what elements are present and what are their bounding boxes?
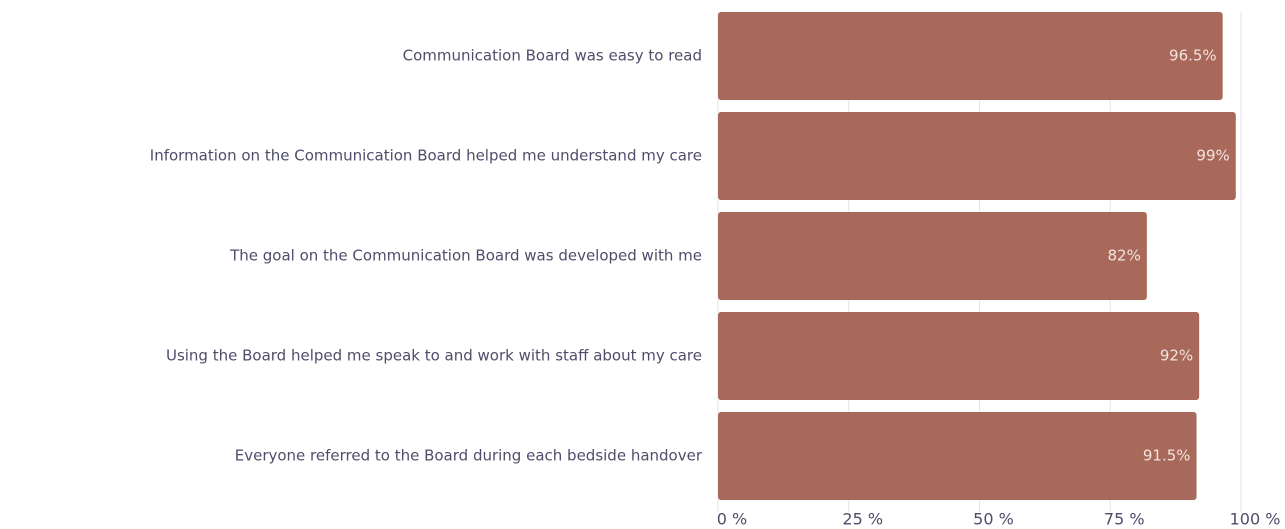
x-tick-label: 25 % xyxy=(842,510,883,529)
category-label: The goal on the Communication Board was … xyxy=(229,247,702,265)
category-label: Communication Board was easy to read xyxy=(403,47,702,65)
category-label: Using the Board helped me speak to and w… xyxy=(166,347,702,365)
value-label: 91.5% xyxy=(1143,447,1191,465)
bar xyxy=(718,112,1236,200)
value-label: 82% xyxy=(1108,247,1141,265)
value-label: 96.5% xyxy=(1169,47,1217,65)
x-tick-label: 0 % xyxy=(717,510,747,529)
category-label: Everyone referred to the Board during ea… xyxy=(235,447,703,465)
value-label: 92% xyxy=(1160,347,1193,365)
bar xyxy=(718,412,1197,500)
category-label: Information on the Communication Board h… xyxy=(150,147,702,165)
bar xyxy=(718,312,1200,400)
bar xyxy=(718,12,1223,100)
x-tick-label: 100 % xyxy=(1230,510,1281,529)
x-tick-label: 75 % xyxy=(1104,510,1145,529)
x-tick-label: 50 % xyxy=(973,510,1014,529)
bar xyxy=(718,212,1147,300)
value-label: 99% xyxy=(1196,147,1229,165)
